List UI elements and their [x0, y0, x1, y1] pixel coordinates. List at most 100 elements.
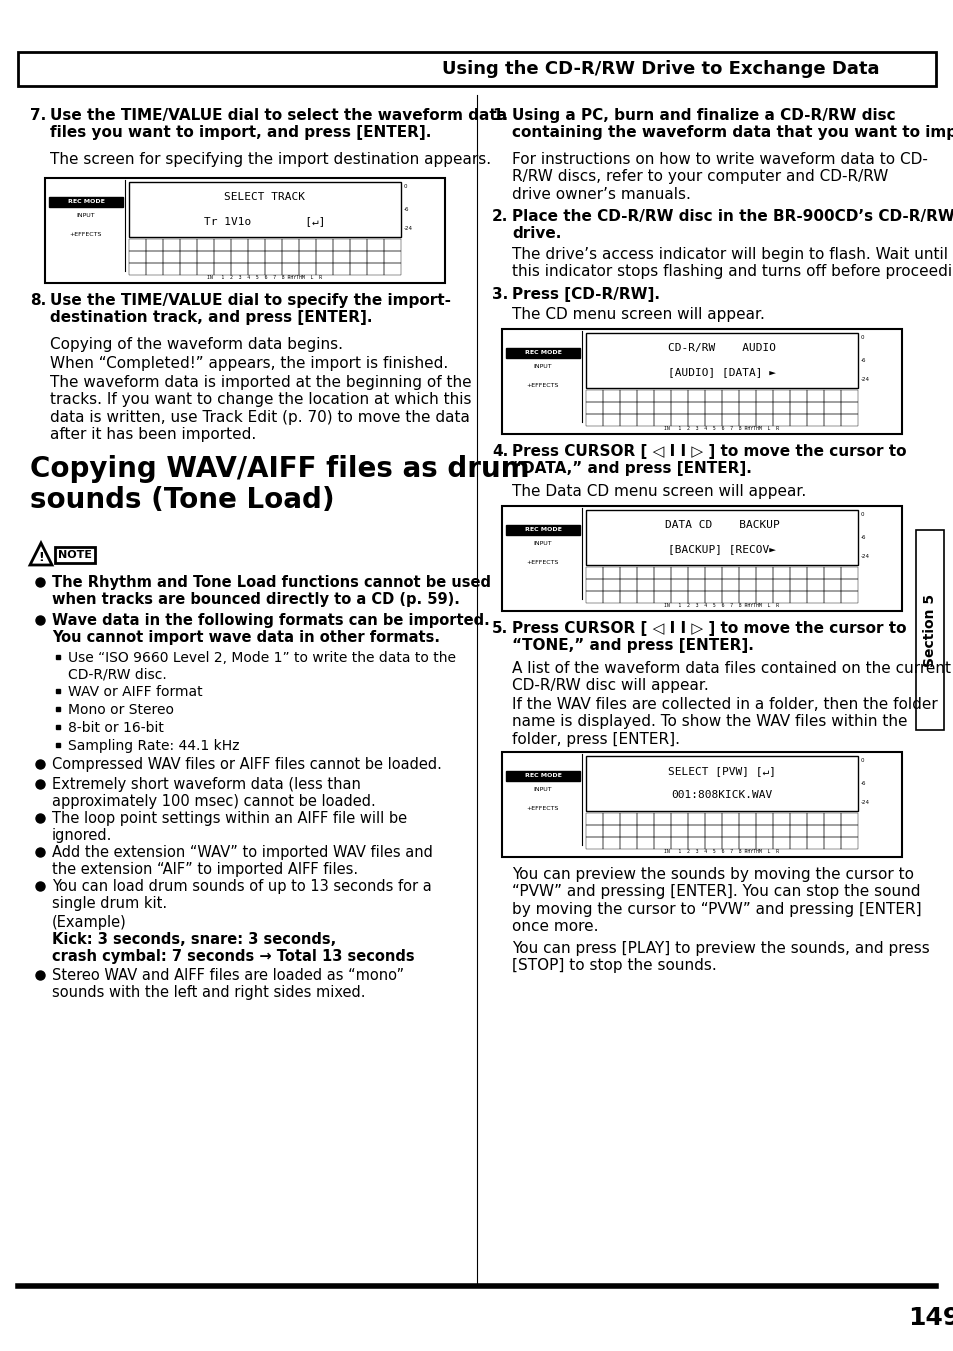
Text: 7.: 7.	[30, 108, 46, 123]
Text: REC MODE: REC MODE	[524, 773, 561, 778]
Bar	[772, 590, 789, 603]
Bar	[602, 836, 619, 848]
Text: 8-bit or 16-bit: 8-bit or 16-bit	[68, 721, 164, 735]
Bar	[282, 251, 298, 263]
Text: IN   1  2  3  4  5  6  7  8 RHYTHM  L  R: IN 1 2 3 4 5 6 7 8 RHYTHM L R	[664, 426, 779, 431]
Text: Use the TIME/VALUE dial to specify the import-
destination track, and press [ENT: Use the TIME/VALUE dial to specify the i…	[50, 293, 451, 326]
Bar	[585, 566, 602, 578]
Bar	[806, 413, 823, 426]
Text: The Rhythm and Tone Load functions cannot be used
when tracks are bounced direct: The Rhythm and Tone Load functions canno…	[52, 576, 491, 608]
Bar	[806, 824, 823, 836]
Text: SELECT TRACK: SELECT TRACK	[224, 192, 305, 203]
Bar	[146, 251, 163, 263]
Bar	[333, 263, 350, 276]
Text: -6: -6	[861, 535, 865, 539]
Bar	[806, 590, 823, 603]
Bar	[196, 251, 213, 263]
Bar	[654, 824, 670, 836]
Bar	[687, 578, 704, 590]
Bar	[755, 401, 772, 413]
Bar	[18, 51, 935, 86]
Text: The screen for specifying the import destination appears.: The screen for specifying the import des…	[50, 153, 491, 168]
Bar	[841, 566, 857, 578]
Bar	[367, 239, 384, 251]
Bar	[806, 566, 823, 578]
Bar	[637, 812, 654, 824]
Bar	[602, 812, 619, 824]
Text: CD-R/RW    AUDIO: CD-R/RW AUDIO	[667, 343, 775, 354]
FancyBboxPatch shape	[45, 178, 444, 282]
Text: If the WAV files are collected in a folder, then the folder
name is displayed. T: If the WAV files are collected in a fold…	[512, 697, 937, 747]
Bar	[619, 389, 637, 401]
Bar	[637, 401, 654, 413]
Bar	[265, 263, 282, 276]
Text: +EFFECTS: +EFFECTS	[526, 384, 558, 388]
Text: The loop point settings within an AIFF file will be
ignored.: The loop point settings within an AIFF f…	[52, 811, 407, 843]
Bar	[670, 413, 687, 426]
Text: -24: -24	[861, 554, 869, 559]
Bar	[585, 812, 602, 824]
Bar	[721, 590, 739, 603]
Bar	[619, 401, 637, 413]
Bar	[739, 578, 755, 590]
Text: Wave data in the following formats can be imported.
You cannot import wave data : Wave data in the following formats can b…	[52, 613, 489, 646]
Bar	[129, 182, 400, 236]
Text: NOTE: NOTE	[58, 550, 91, 561]
Bar	[739, 836, 755, 848]
Bar	[670, 566, 687, 578]
Text: REC MODE: REC MODE	[524, 527, 561, 532]
Bar	[789, 590, 806, 603]
Bar	[687, 824, 704, 836]
Bar	[789, 812, 806, 824]
Bar	[585, 824, 602, 836]
Bar	[721, 812, 739, 824]
Bar	[505, 526, 579, 535]
Bar	[841, 401, 857, 413]
Bar	[687, 812, 704, 824]
Text: The waveform data is imported at the beginning of the
tracks. If you want to cha: The waveform data is imported at the beg…	[50, 376, 471, 442]
Bar	[841, 578, 857, 590]
Bar	[670, 401, 687, 413]
Bar	[704, 812, 721, 824]
Bar	[129, 251, 146, 263]
Text: Copying WAV/AIFF files as drum
sounds (Tone Load): Copying WAV/AIFF files as drum sounds (T…	[30, 455, 529, 515]
Text: INPUT: INPUT	[76, 213, 95, 219]
Bar	[772, 812, 789, 824]
Bar	[841, 824, 857, 836]
Bar	[384, 263, 400, 276]
Bar	[687, 566, 704, 578]
Bar	[637, 578, 654, 590]
Bar	[602, 590, 619, 603]
Bar	[739, 413, 755, 426]
Text: +EFFECTS: +EFFECTS	[70, 232, 102, 238]
Bar	[806, 401, 823, 413]
Text: 4.: 4.	[492, 444, 508, 459]
Text: REC MODE: REC MODE	[524, 350, 561, 355]
Bar	[248, 251, 265, 263]
Text: -24: -24	[403, 226, 413, 231]
Bar	[367, 263, 384, 276]
Bar	[129, 239, 146, 251]
Text: IN   1  2  3  4  5  6  7  8 RHYTHM  L  R: IN 1 2 3 4 5 6 7 8 RHYTHM L R	[664, 603, 779, 608]
Bar	[637, 836, 654, 848]
Bar	[163, 263, 180, 276]
Bar	[789, 836, 806, 848]
Bar	[721, 401, 739, 413]
Bar	[755, 578, 772, 590]
Bar	[180, 239, 196, 251]
Text: !: !	[38, 551, 44, 565]
Bar	[384, 251, 400, 263]
Text: 149: 149	[907, 1306, 953, 1329]
Text: You can press [PLAY] to preview the sounds, and press
[STOP] to stop the sounds.: You can press [PLAY] to preview the soun…	[512, 942, 929, 974]
Bar	[585, 332, 857, 388]
Bar	[367, 251, 384, 263]
Bar	[350, 239, 367, 251]
Text: 0: 0	[861, 512, 863, 517]
Bar	[772, 401, 789, 413]
Text: (Example): (Example)	[52, 915, 127, 929]
Text: Press CURSOR [ ◁ I I ▷ ] to move the cursor to
“DATA,” and press [ENTER].: Press CURSOR [ ◁ I I ▷ ] to move the cur…	[512, 444, 905, 477]
Bar	[654, 836, 670, 848]
Text: The CD menu screen will appear.: The CD menu screen will appear.	[512, 307, 764, 322]
Bar	[654, 413, 670, 426]
Bar	[739, 590, 755, 603]
